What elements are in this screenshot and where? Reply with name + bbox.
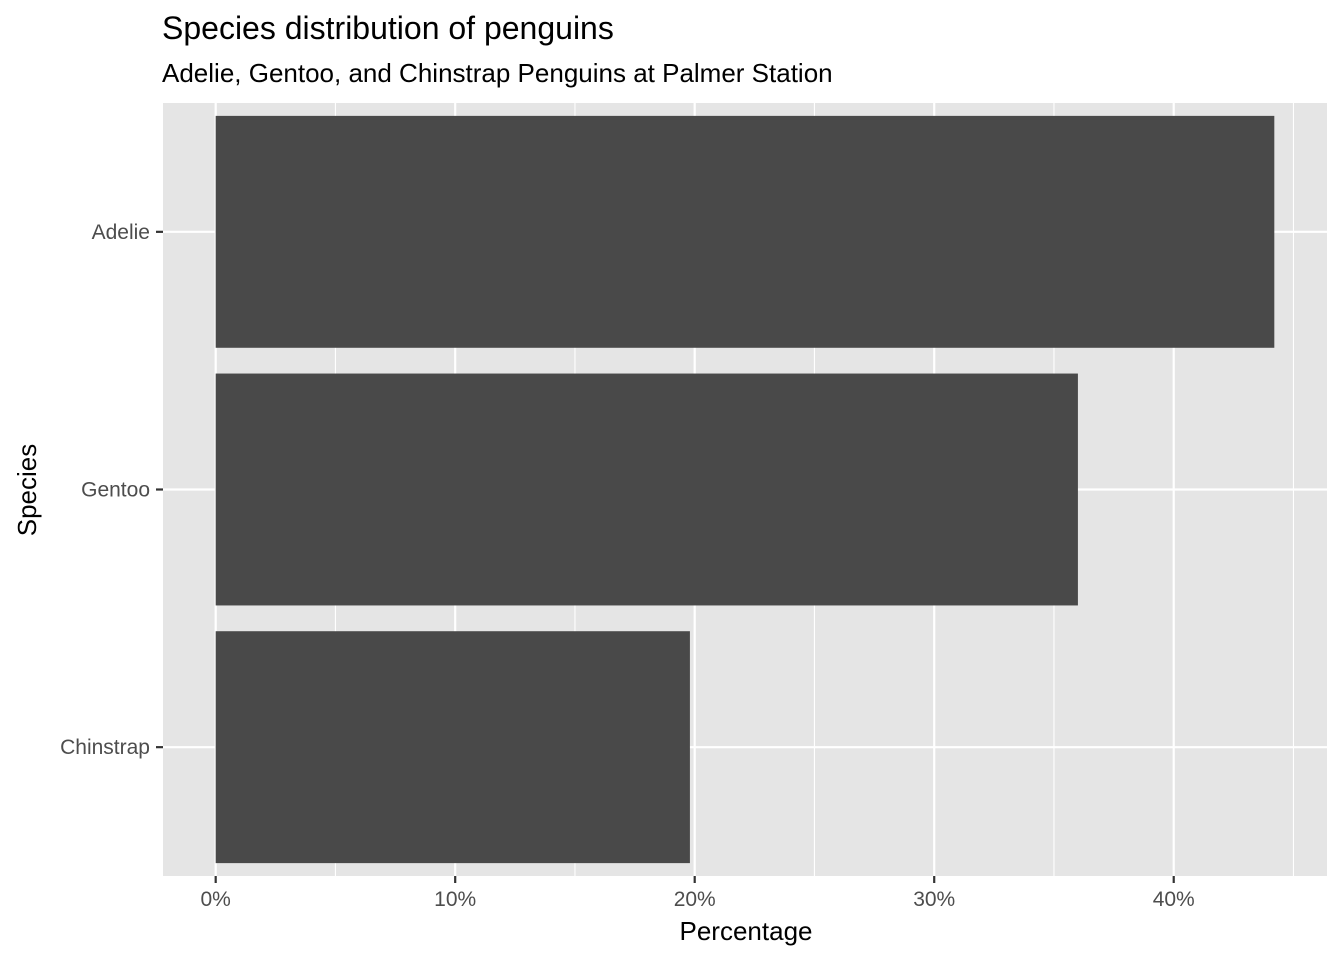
chart-subtitle: Adelie, Gentoo, and Chinstrap Penguins a…	[162, 58, 833, 88]
bar-chinstrap	[215, 631, 690, 864]
x-tick-label: 0%	[201, 888, 231, 911]
y-tick-label: Adelie	[92, 221, 150, 244]
x-tick-label: 40%	[1153, 888, 1195, 911]
bars	[215, 115, 1275, 864]
y-tick-label: Chinstrap	[60, 736, 150, 759]
y-tick-label: Gentoo	[81, 479, 150, 502]
chart-title: Species distribution of penguins	[162, 10, 614, 46]
x-axis: 0% 10% 20% 30% 40%	[201, 876, 1195, 911]
x-tick-label: 20%	[674, 888, 716, 911]
y-axis-title: Species	[12, 444, 42, 537]
bar-adelie	[215, 115, 1275, 348]
x-tick-label: 30%	[913, 888, 955, 911]
x-axis-title: Percentage	[680, 916, 813, 946]
x-tick-label: 10%	[434, 888, 476, 911]
y-axis: Adelie Gentoo Chinstrap	[60, 221, 163, 759]
bar-gentoo	[215, 373, 1078, 606]
